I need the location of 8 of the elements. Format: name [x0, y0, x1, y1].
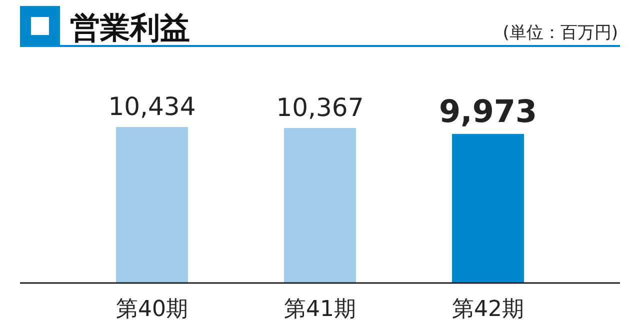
x-tick-label: 第42期 [452, 297, 524, 322]
data-label: 10,434 [108, 92, 196, 121]
x-tick-label: 第41期 [284, 297, 356, 322]
data-label: 9,973 [438, 94, 538, 130]
text: (単位：百万円) [502, 23, 618, 43]
chart-title: 営業利益 [70, 11, 190, 46]
data-label: 10,367 [276, 93, 364, 122]
x-tick-label: 第40期 [116, 297, 188, 322]
